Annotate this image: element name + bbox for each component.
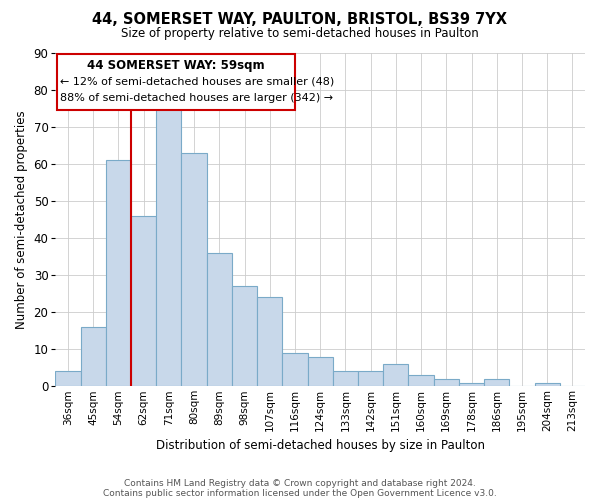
Bar xyxy=(283,353,308,386)
Bar xyxy=(358,372,383,386)
Text: Contains public sector information licensed under the Open Government Licence v3: Contains public sector information licen… xyxy=(103,488,497,498)
Bar xyxy=(181,152,206,386)
Bar xyxy=(308,356,333,386)
FancyBboxPatch shape xyxy=(56,54,295,110)
Text: Contains HM Land Registry data © Crown copyright and database right 2024.: Contains HM Land Registry data © Crown c… xyxy=(124,478,476,488)
Text: Size of property relative to semi-detached houses in Paulton: Size of property relative to semi-detach… xyxy=(121,28,479,40)
Bar xyxy=(232,286,257,386)
Bar xyxy=(484,379,509,386)
Bar xyxy=(333,372,358,386)
Bar xyxy=(459,382,484,386)
Bar xyxy=(434,379,459,386)
Text: ← 12% of semi-detached houses are smaller (48): ← 12% of semi-detached houses are smalle… xyxy=(61,76,335,86)
Bar xyxy=(156,108,181,386)
Bar xyxy=(131,216,156,386)
Text: 44, SOMERSET WAY, PAULTON, BRISTOL, BS39 7YX: 44, SOMERSET WAY, PAULTON, BRISTOL, BS39… xyxy=(92,12,508,28)
Text: 88% of semi-detached houses are larger (342) →: 88% of semi-detached houses are larger (… xyxy=(61,92,334,102)
Bar xyxy=(55,372,80,386)
Bar xyxy=(106,160,131,386)
Bar xyxy=(409,375,434,386)
X-axis label: Distribution of semi-detached houses by size in Paulton: Distribution of semi-detached houses by … xyxy=(155,440,485,452)
Bar xyxy=(383,364,409,386)
Bar xyxy=(535,382,560,386)
Bar xyxy=(80,327,106,386)
Bar xyxy=(257,298,283,386)
Bar xyxy=(206,253,232,386)
Y-axis label: Number of semi-detached properties: Number of semi-detached properties xyxy=(15,110,28,328)
Text: 44 SOMERSET WAY: 59sqm: 44 SOMERSET WAY: 59sqm xyxy=(87,59,265,72)
